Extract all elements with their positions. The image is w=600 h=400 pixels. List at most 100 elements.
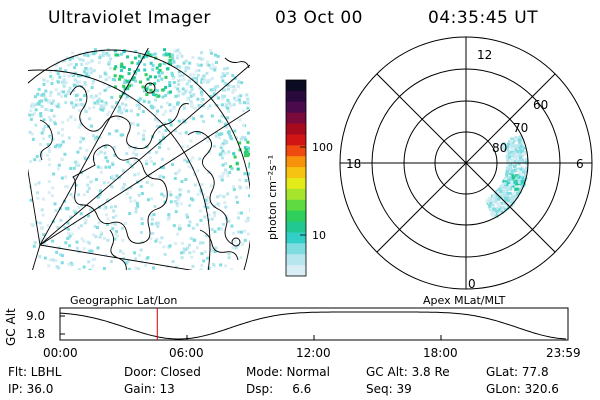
emission-pixel	[192, 117, 196, 121]
emission-pixel	[238, 141, 242, 145]
emission-pixel	[520, 137, 524, 141]
emission-pixel	[167, 52, 171, 56]
emission-pixel	[33, 158, 37, 162]
emission-pixel	[60, 254, 64, 258]
emission-pixel	[36, 92, 40, 96]
emission-pixel	[134, 207, 138, 211]
time-tick-0000: 00:00	[43, 346, 78, 360]
emission-pixel	[510, 153, 514, 157]
emission-pixel	[220, 132, 224, 136]
emission-pixel	[502, 193, 506, 197]
emission-pixel	[197, 68, 201, 72]
emission-pixel	[227, 252, 231, 256]
time-tick-1200: 12:00	[296, 346, 331, 360]
emission-pixel	[201, 241, 205, 245]
emission-pixel	[190, 87, 194, 91]
emission-pixel	[502, 144, 506, 148]
emission-pixel	[179, 188, 183, 192]
emission-pixel	[492, 209, 496, 213]
emission-pixel	[165, 101, 169, 105]
emission-pixel	[107, 76, 111, 80]
emission-pixel	[157, 130, 161, 134]
emission-pixel	[150, 106, 154, 110]
emission-pixel	[502, 142, 506, 146]
emission-pixel	[184, 66, 188, 70]
emission-pixel	[168, 54, 172, 58]
color-scale-frame	[285, 79, 307, 277]
emission-pixel	[151, 93, 155, 97]
emission-pixel	[74, 94, 78, 98]
emission-pixel	[220, 174, 224, 178]
emission-pixel	[221, 79, 225, 83]
emission-pixel	[94, 50, 98, 54]
emission-pixel	[83, 81, 87, 85]
emission-pixel	[47, 146, 51, 150]
emission-pixel	[502, 187, 506, 191]
emission-pixel	[195, 246, 199, 250]
emission-pixel	[220, 178, 224, 182]
dsp-info: Dsp: 6.6	[246, 382, 312, 396]
emission-pixel	[182, 61, 186, 65]
emission-pixel	[159, 105, 163, 109]
emission-pixel	[217, 136, 221, 140]
emission-pixel	[519, 167, 523, 171]
emission-pixel	[209, 94, 213, 98]
emission-pixel	[98, 92, 102, 96]
emission-pixel	[51, 258, 55, 262]
emission-pixel	[91, 82, 95, 86]
emission-pixel	[246, 219, 250, 223]
emission-pixel	[520, 181, 524, 185]
emission-pixel	[96, 246, 100, 250]
emission-pixel	[104, 165, 108, 169]
emission-pixel	[48, 163, 52, 167]
emission-pixel	[66, 227, 70, 231]
emission-pixel	[46, 108, 50, 112]
emission-pixel	[86, 175, 90, 179]
emission-pixel	[152, 162, 156, 166]
emission-pixel	[515, 187, 519, 191]
emission-pixel	[59, 218, 63, 222]
emission-pixel	[151, 53, 155, 57]
emission-pixel	[158, 145, 162, 149]
emission-pixel	[140, 222, 144, 226]
emission-pixel	[506, 197, 510, 201]
emission-pixel	[219, 263, 223, 267]
emission-pixel	[514, 195, 518, 199]
emission-pixel	[54, 104, 58, 108]
emission-pixel	[185, 82, 189, 86]
emission-pixel	[150, 197, 154, 201]
emission-pixel	[146, 50, 150, 54]
emission-pixel	[491, 205, 495, 209]
colorbar-segment	[286, 134, 306, 146]
emission-pixel	[487, 197, 491, 201]
emission-pixel	[39, 226, 43, 230]
emission-pixel	[492, 211, 496, 215]
emission-pixel	[227, 132, 231, 136]
emission-pixel	[115, 101, 119, 105]
emission-pixel	[193, 173, 197, 177]
emission-pixel	[143, 68, 147, 72]
emission-pixel	[123, 182, 127, 186]
emission-pixel	[241, 123, 245, 127]
ip-info: IP: 36.0	[8, 382, 54, 396]
emission-pixel	[221, 149, 225, 153]
emission-pixel	[244, 148, 248, 152]
emission-pixel	[79, 98, 83, 102]
emission-pixel	[104, 213, 108, 217]
emission-pixel	[112, 148, 116, 152]
emission-pixel	[109, 205, 113, 209]
emission-pixel	[64, 185, 68, 189]
emission-pixel	[500, 201, 504, 205]
emission-pixel	[124, 261, 128, 265]
mlt-12-label: 12	[477, 48, 492, 62]
emission-pixel	[248, 162, 250, 166]
emission-pixel	[503, 179, 507, 183]
emission-pixel	[128, 196, 132, 200]
coastline	[224, 57, 250, 69]
emission-pixel	[74, 63, 78, 67]
emission-pixel	[127, 68, 131, 72]
emission-pixel	[212, 211, 216, 215]
emission-pixel	[67, 74, 71, 78]
emission-pixel	[142, 99, 146, 103]
emission-pixel	[169, 193, 173, 197]
